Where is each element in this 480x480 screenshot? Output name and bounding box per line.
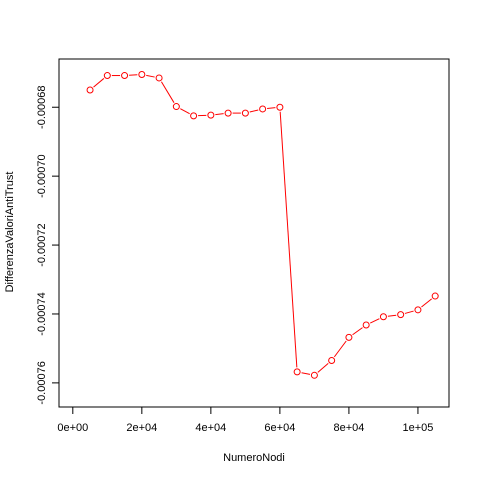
series-line-segment <box>352 327 363 336</box>
data-point <box>172 103 180 111</box>
series-line-segment <box>317 363 329 373</box>
data-point <box>310 371 318 379</box>
series-line-segment <box>180 108 190 115</box>
y-tick-label: -0.00072 <box>36 223 48 266</box>
x-tick-label: 2e+04 <box>126 422 157 434</box>
series-line-segment <box>146 74 155 78</box>
data-point <box>362 321 370 329</box>
data-point <box>155 74 163 82</box>
y-tick-label: -0.00076 <box>36 361 48 404</box>
x-axis: 0e+00 2e+04 4e+04 6e+04 8e+04 1e+05 <box>57 406 433 434</box>
series-line-segment <box>404 310 414 314</box>
series-line-segment <box>333 340 347 358</box>
data-point <box>207 111 215 119</box>
data-point <box>414 306 422 314</box>
series-line-segment <box>160 81 175 103</box>
x-tick-label: 8e+04 <box>333 422 364 434</box>
x-tick-label: 4e+04 <box>195 422 226 434</box>
data-point <box>103 72 111 80</box>
data-point <box>397 311 405 319</box>
x-tick-label: 6e+04 <box>264 422 295 434</box>
series-line-segment <box>421 298 432 308</box>
data-point <box>190 112 198 120</box>
data-point <box>224 109 232 117</box>
x-tick-label: 1e+05 <box>402 422 433 434</box>
data-point <box>241 109 249 117</box>
series-line-segment <box>93 78 105 88</box>
data-series <box>86 71 439 379</box>
y-axis-title: DifferenzaValoriAntiTrust <box>4 172 16 293</box>
data-point <box>431 292 439 300</box>
data-point <box>86 86 94 94</box>
x-tick-label: 0e+00 <box>57 422 88 434</box>
y-tick-label: -0.00074 <box>36 292 48 335</box>
data-point <box>138 71 146 79</box>
series-line-segment <box>215 113 224 116</box>
series-line-segment <box>387 314 397 317</box>
y-tick-label: -0.00070 <box>36 154 48 197</box>
data-point <box>379 313 387 321</box>
series-line-segment <box>267 107 276 110</box>
data-point <box>293 368 301 376</box>
series-line-segment <box>301 372 311 375</box>
series-line-segment <box>370 318 380 324</box>
data-point <box>121 72 129 80</box>
data-point <box>276 103 284 111</box>
series-line-segment <box>249 109 259 113</box>
data-point <box>345 333 353 341</box>
x-axis-title: NumeroNodi <box>223 452 285 464</box>
data-point <box>259 105 267 113</box>
y-axis: -0.00068 -0.00070 -0.00072 -0.00074 -0.00076 <box>36 86 60 405</box>
series-line-segment <box>279 111 298 368</box>
data-point <box>328 356 336 364</box>
y-tick-label: -0.00068 <box>36 86 48 129</box>
